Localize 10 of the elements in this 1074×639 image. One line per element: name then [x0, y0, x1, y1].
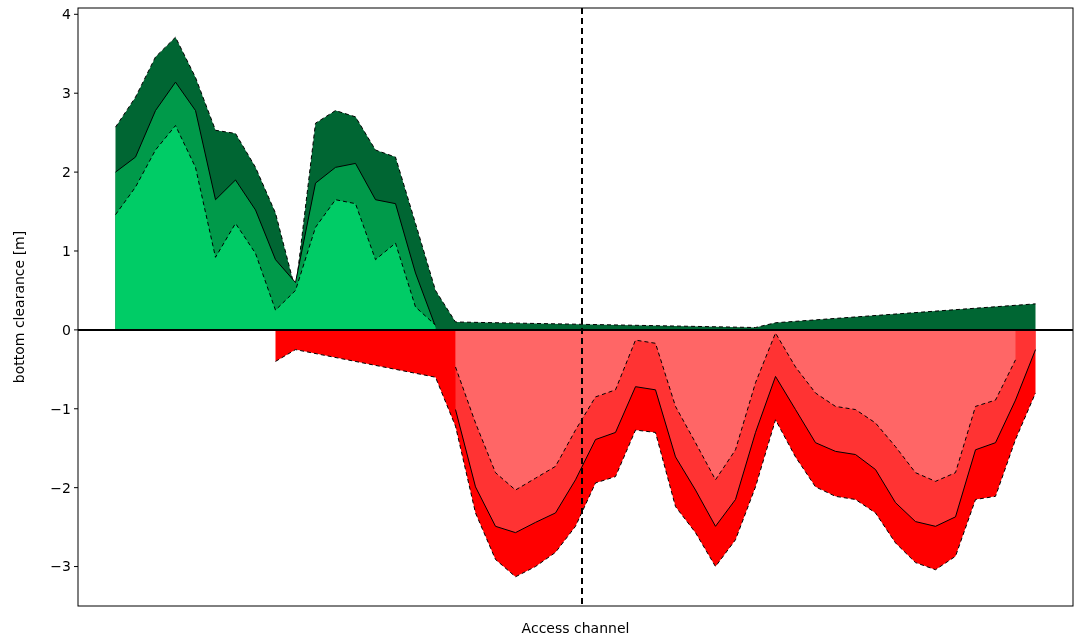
y-tick-label: 4	[62, 6, 72, 23]
y-tick-label: −3	[50, 558, 71, 575]
y-tick-label: 0	[62, 321, 71, 338]
x-axis-title: Access channel	[521, 620, 630, 636]
y-tick-label: −2	[50, 479, 71, 496]
y-tick-label: 3	[62, 85, 71, 102]
y-tick-label: 2	[62, 163, 71, 180]
y-tick-label: 1	[62, 242, 71, 259]
y-axis-title: bottom clearance [m]	[11, 230, 27, 384]
y-tick-label: −1	[50, 400, 71, 417]
